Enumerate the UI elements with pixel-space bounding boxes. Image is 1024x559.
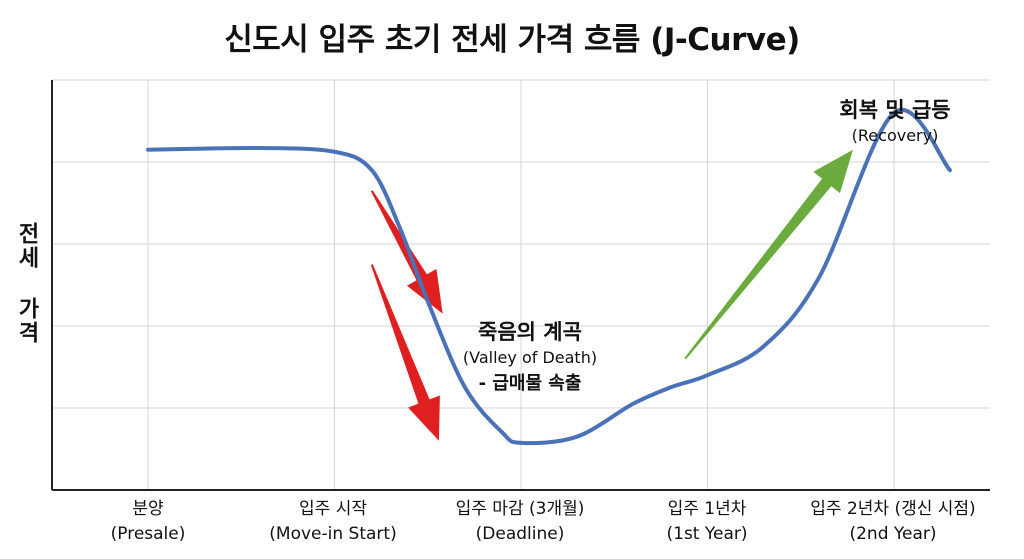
price-line-series	[146, 107, 952, 446]
y-axis-label: 전세 가격	[14, 222, 39, 345]
x-tick-sublabel: (Move-in Start)	[269, 524, 397, 544]
recovery-annotation-subtitle: (Recovery)	[851, 126, 939, 145]
valley-annotation-title: 죽음의 계곡	[478, 320, 582, 344]
valley-annotation-subtitle: (Valley of Death)	[462, 348, 598, 367]
valley-annotation-note: - 급매물 속출	[478, 373, 582, 394]
x-tick-deadline: 입주 마감 (3개월) (Deadline)	[400, 497, 640, 547]
x-tick-label: 입주 마감 (3개월)	[455, 499, 585, 519]
x-tick-presale: 분양 (Presale)	[28, 497, 268, 547]
x-tick-sublabel: (Deadline)	[475, 524, 565, 544]
x-tick-move-in-start: 입주 시작 (Move-in Start)	[213, 497, 453, 547]
x-tick-label: 입주 1년차	[667, 499, 747, 519]
valley-annotation: 죽음의 계곡 (Valley of Death) - 급매물 속출	[430, 318, 630, 398]
chart-title: 신도시 입주 초기 전세 가격 흐름 (J-Curve)	[224, 22, 800, 58]
trend-arrows	[370, 149, 853, 441]
x-tick-label: 분양	[132, 499, 164, 519]
x-tick-second-year: 입주 2년차 (갱신 시점) (2nd Year)	[773, 497, 1013, 547]
x-tick-sublabel: (2nd Year)	[849, 524, 937, 544]
recovery-arrow	[684, 149, 853, 360]
x-tick-label: 입주 시작	[299, 499, 367, 519]
decline-arrow-1	[370, 190, 443, 314]
x-tick-label: 입주 2년차 (갱신 시점)	[810, 499, 976, 519]
recovery-annotation: 회복 및 급등 (Recovery)	[800, 96, 990, 148]
decline-arrow-2	[370, 264, 440, 441]
x-tick-sublabel: (Presale)	[110, 524, 186, 544]
x-tick-first-year: 입주 1년차 (1st Year)	[587, 497, 827, 547]
x-tick-sublabel: (1st Year)	[666, 524, 748, 544]
recovery-annotation-title: 회복 및 급등	[839, 98, 951, 122]
